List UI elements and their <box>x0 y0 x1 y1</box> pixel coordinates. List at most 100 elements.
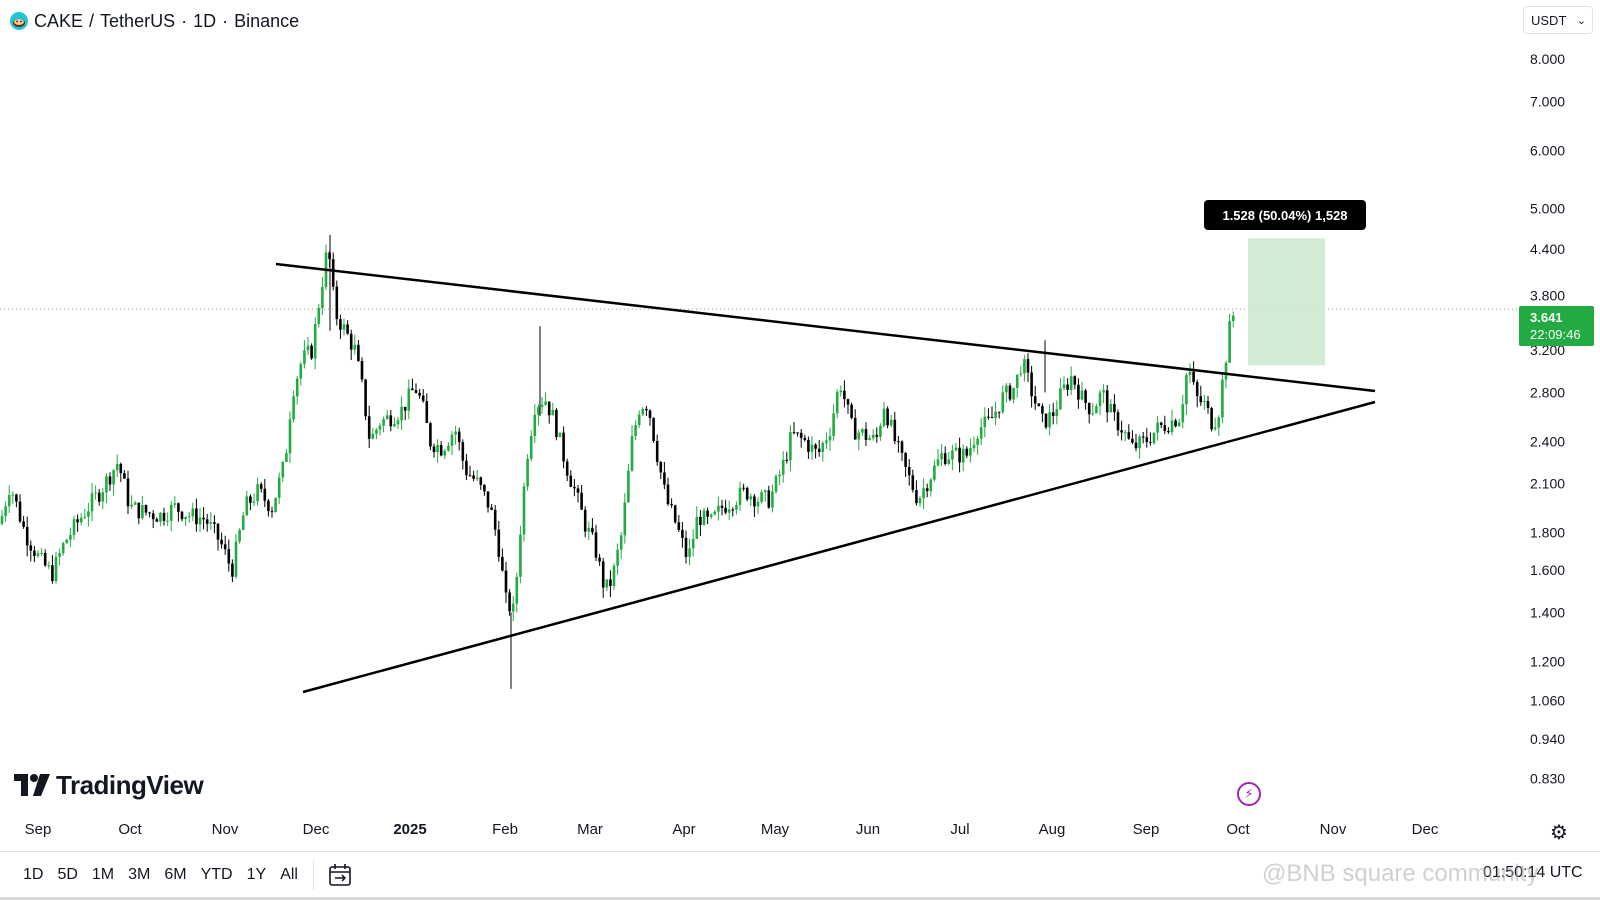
candle <box>645 405 648 416</box>
candle <box>681 521 684 548</box>
candle <box>616 543 619 575</box>
candle <box>259 482 263 493</box>
interval-label[interactable]: 1D <box>193 10 217 31</box>
candle <box>213 515 216 534</box>
candle <box>1030 365 1033 408</box>
candle <box>594 524 598 561</box>
candle <box>918 496 922 507</box>
range-button-5d[interactable]: 5D <box>57 866 78 883</box>
candle <box>184 516 187 526</box>
candle <box>540 396 544 414</box>
candle <box>699 509 702 537</box>
candle <box>1145 428 1149 448</box>
candle <box>76 514 79 532</box>
candle <box>817 439 821 457</box>
candle <box>1059 377 1062 411</box>
candle <box>1131 430 1134 445</box>
candle <box>612 563 616 590</box>
candle <box>198 507 202 532</box>
candle <box>101 487 105 510</box>
candle <box>115 454 119 477</box>
candle <box>475 469 479 482</box>
tradingview-logo[interactable]: TradingView <box>14 770 204 800</box>
candle <box>346 320 349 335</box>
x-tick-label: Dec <box>1412 821 1439 838</box>
candle <box>947 451 951 466</box>
candle <box>7 485 11 513</box>
candle <box>4 501 7 522</box>
y-tick-label: 4.400 <box>1530 241 1565 257</box>
candle <box>90 483 94 522</box>
x-tick-label: Nov <box>212 821 239 838</box>
candle <box>843 380 846 408</box>
candle <box>720 499 724 516</box>
gear-icon[interactable]: ⚙ <box>1550 822 1568 844</box>
candle <box>1026 353 1030 382</box>
candle <box>245 490 249 516</box>
candle <box>663 461 666 490</box>
y-tick-label: 3.800 <box>1530 287 1565 303</box>
candle <box>706 507 709 525</box>
candle <box>119 462 123 482</box>
candle <box>825 432 828 450</box>
candle <box>418 388 421 399</box>
upper-trendline[interactable] <box>275 262 1376 393</box>
currency-selector[interactable]: USDT ⌄ <box>1523 6 1593 34</box>
range-button-1d[interactable]: 1D <box>23 866 44 883</box>
calendar-icon[interactable] <box>327 862 353 888</box>
x-tick-label: Apr <box>672 821 695 838</box>
candle <box>43 549 47 568</box>
candle <box>155 517 159 522</box>
lower-trendline[interactable] <box>302 400 1376 694</box>
candle <box>742 483 745 492</box>
utc-clock[interactable]: 01:50:14 UTC <box>1483 864 1583 881</box>
candle <box>533 404 537 444</box>
range-button-1m[interactable]: 1M <box>91 866 115 883</box>
candle <box>133 500 137 506</box>
tradingview-mark-icon <box>14 774 50 796</box>
y-tick-label: 5.000 <box>1530 200 1565 216</box>
candle <box>1192 361 1195 385</box>
candle <box>785 451 789 464</box>
candle <box>936 448 940 467</box>
candle <box>943 446 947 466</box>
candle <box>180 511 184 522</box>
candle <box>1127 424 1131 440</box>
lightning-icon[interactable]: ⚡ <box>1237 782 1261 806</box>
candle <box>1113 394 1116 421</box>
price-chart[interactable]: 8.000 7.000 6.000 5.000 4.400 3.800 3.200 2.800… <box>0 0 1600 850</box>
date-range-buttons: 1D 5D 1M 3M 6M YTD 1Y All <box>16 864 305 886</box>
candle <box>360 357 364 383</box>
candle <box>1037 403 1041 407</box>
candle <box>976 435 979 455</box>
range-button-6m[interactable]: 6M <box>164 866 187 883</box>
y-tick-label: 2.400 <box>1530 433 1565 449</box>
candle <box>1073 375 1077 390</box>
candle <box>79 512 83 526</box>
candle <box>58 548 61 566</box>
candle <box>349 329 353 361</box>
candle <box>648 409 652 426</box>
trendlines <box>275 262 1376 694</box>
watermark: @BNB square community <box>1262 860 1539 887</box>
candle <box>724 499 727 515</box>
candle <box>799 429 803 448</box>
range-button-3m[interactable]: 3M <box>128 866 151 883</box>
candle <box>893 411 897 445</box>
range-button-1y[interactable]: 1Y <box>246 866 267 883</box>
candle <box>598 553 601 566</box>
candle <box>558 432 562 438</box>
pair-name: TetherUS <box>100 10 176 31</box>
candle <box>1228 313 1231 363</box>
candle <box>911 469 915 493</box>
candle <box>652 417 655 443</box>
candle <box>735 501 738 515</box>
candle <box>641 407 645 417</box>
candle <box>713 510 717 516</box>
symbol-header[interactable]: CAKE / TetherUS · 1D · Binance <box>10 8 299 34</box>
range-button-ytd[interactable]: YTD <box>200 866 233 883</box>
range-button-all[interactable]: All <box>280 866 298 883</box>
candle <box>364 378 367 421</box>
measure-box[interactable] <box>1248 238 1325 366</box>
candle <box>1069 366 1073 396</box>
